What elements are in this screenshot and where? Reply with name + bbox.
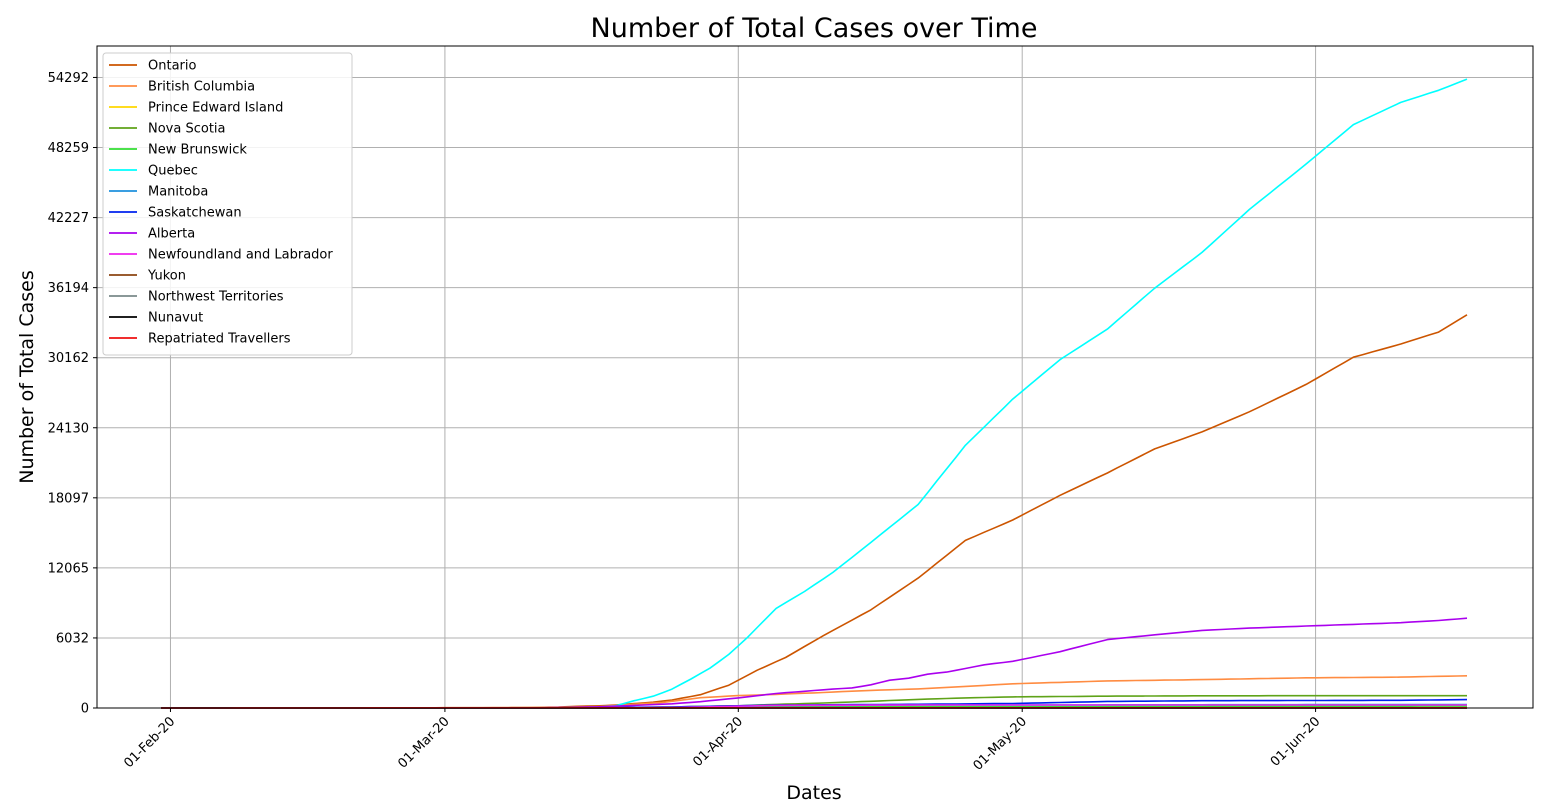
legend-label: Newfoundland and Labrador [148,248,333,263]
x-axis-title: Dates [786,782,841,803]
y-tick-label: 0 [81,702,89,717]
chart-title: Number of Total Cases over Time [591,13,1038,44]
series-line-ontario [161,314,1468,709]
legend-label: Prince Edward Island [148,101,283,116]
legend-label: British Columbia [148,80,255,95]
y-tick-label: 12065 [48,561,89,576]
legend-label: New Brunswick [148,143,247,158]
legend-label: Northwest Territories [148,290,284,305]
y-tick-label: 30162 [48,351,89,366]
series-lines [161,78,1468,709]
x-tick-label: 01-Apr-20 [690,714,746,770]
legend-label: Alberta [148,227,195,242]
y-tick-label: 36194 [48,281,89,296]
y-tick-label: 24130 [48,421,89,436]
y-tick-label: 54292 [48,71,89,86]
y-tick-label: 42227 [48,211,89,226]
legend-label: Nunavut [148,311,203,326]
legend-label: Ontario [148,59,196,74]
legend-box [102,52,353,356]
series-line-quebec [161,78,1468,709]
series-line-alberta [161,617,1468,709]
legend-label: Saskatchewan [148,206,242,221]
legend-label: Quebec [148,164,198,179]
y-axis-title: Number of Total Cases [16,270,38,484]
legend-label: Manitoba [148,185,208,200]
y-tick-label: 6032 [56,631,89,646]
y-axis: 0 6032 12065 18097 24130 30162 36194 42227 48259… [48,71,97,717]
x-tick-label: 01-Mar-20 [395,714,452,771]
y-tick-label: 18097 [48,491,89,506]
legend: Ontario British Columbia Prince Edward Isl… [102,52,353,356]
plot-frame [96,45,1534,709]
legend-label: Yukon [147,269,186,284]
x-axis: 01-Feb-20 01-Mar-20 01-Apr-20 01-May-20 01-J… [121,708,1323,774]
legend-label: Nova Scotia [148,122,226,137]
legend-label: Repatriated Travellers [148,332,291,347]
x-tick-label: 01-Feb-20 [121,714,178,771]
x-tick-label: 01-Jun-20 [1268,714,1324,770]
y-tick-label: 48259 [48,141,89,156]
x-tick-label: 01-May-20 [971,714,1030,773]
